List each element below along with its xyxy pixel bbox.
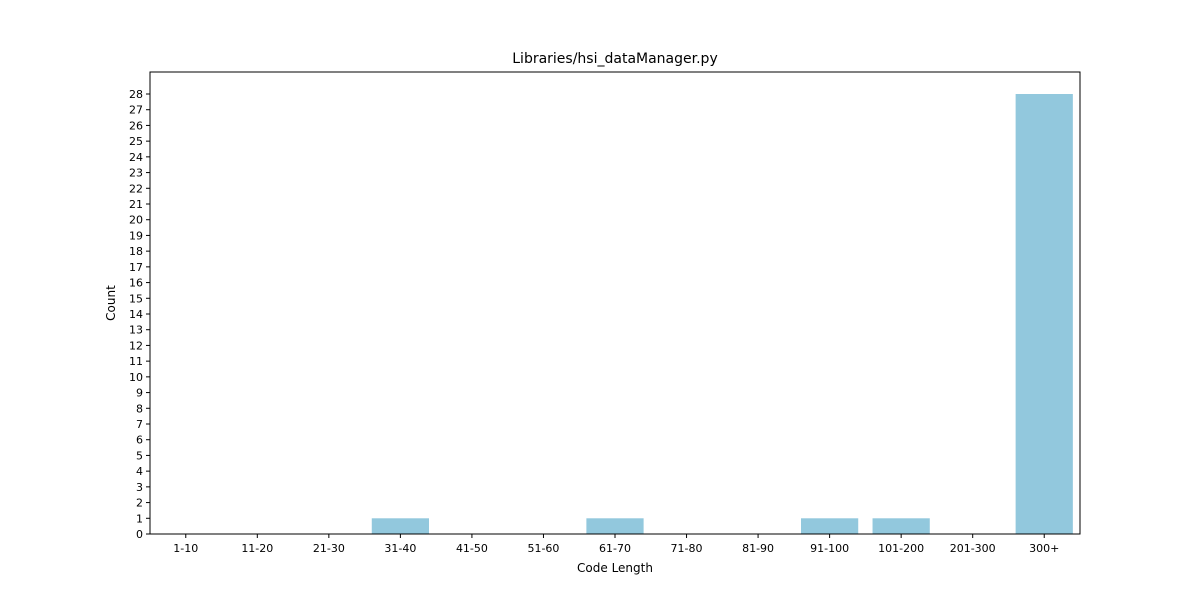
y-tick-label: 1 <box>136 512 143 525</box>
y-tick-label: 16 <box>129 277 143 290</box>
y-tick-label: 22 <box>129 182 143 195</box>
x-tick-label: 41-50 <box>456 542 488 555</box>
bar-61-70 <box>586 518 644 534</box>
y-tick-label: 21 <box>129 198 143 211</box>
y-tick-label: 3 <box>136 481 143 494</box>
y-tick-label: 17 <box>129 261 143 274</box>
x-tick-label: 71-80 <box>671 542 703 555</box>
y-axis: 0123456789101112131415161718192021222324… <box>129 88 150 541</box>
bar-300+ <box>1015 94 1073 534</box>
y-tick-label: 7 <box>136 418 143 431</box>
y-tick-label: 8 <box>136 402 143 415</box>
y-tick-label: 18 <box>129 245 143 258</box>
y-tick-label: 12 <box>129 339 143 352</box>
y-tick-label: 19 <box>129 229 143 242</box>
y-tick-label: 13 <box>129 324 143 337</box>
x-tick-label: 101-200 <box>878 542 924 555</box>
x-tick-label: 81-90 <box>742 542 774 555</box>
x-tick-label: 21-30 <box>313 542 345 555</box>
y-tick-label: 28 <box>129 88 143 101</box>
y-tick-label: 23 <box>129 167 143 180</box>
x-tick-label: 51-60 <box>527 542 559 555</box>
x-tick-label: 31-40 <box>384 542 416 555</box>
x-axis-label: Code Length <box>577 561 653 575</box>
y-tick-label: 0 <box>136 528 143 541</box>
x-tick-label: 11-20 <box>241 542 273 555</box>
y-tick-label: 5 <box>136 449 143 462</box>
y-tick-label: 14 <box>129 308 143 321</box>
y-tick-label: 25 <box>129 135 143 148</box>
y-tick-label: 2 <box>136 497 143 510</box>
y-tick-label: 9 <box>136 387 143 400</box>
x-axis: 1-10 11-20 21-30 31-40 41-50 51-60 61-70 71-80 8… <box>173 534 1059 555</box>
y-tick-label: 24 <box>129 151 143 164</box>
x-tick-label: 300+ <box>1029 542 1059 555</box>
y-tick-label: 10 <box>129 371 143 384</box>
y-tick-label: 4 <box>136 465 143 478</box>
bar-31-40 <box>371 518 429 534</box>
y-axis-label: Count <box>104 285 118 321</box>
y-tick-label: 11 <box>129 355 143 368</box>
y-tick-label: 15 <box>129 292 143 305</box>
x-tick-label: 61-70 <box>599 542 631 555</box>
bar-101-200 <box>872 518 930 534</box>
y-tick-label: 27 <box>129 104 143 117</box>
plot-frame <box>149 71 1081 535</box>
bars-group <box>371 94 1073 534</box>
chart-title: Libraries/hsi_dataManager.py <box>512 51 717 67</box>
x-tick-label: 201-300 <box>950 542 996 555</box>
y-tick-label: 26 <box>129 119 143 132</box>
bar-91-100 <box>801 518 859 534</box>
y-tick-label: 6 <box>136 434 143 447</box>
x-tick-label: 91-100 <box>810 542 849 555</box>
y-tick-label: 20 <box>129 214 143 227</box>
x-tick-label: 1-10 <box>173 542 198 555</box>
